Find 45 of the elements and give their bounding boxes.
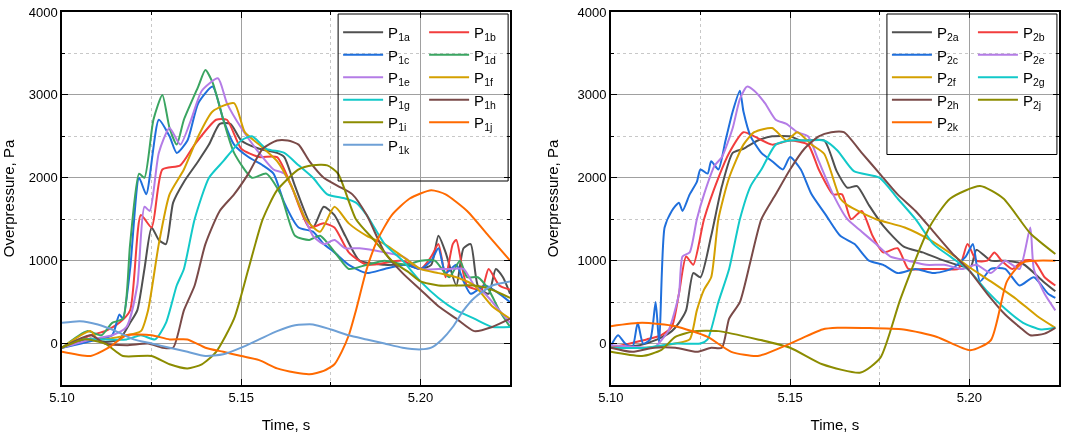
- legend-label: P$_{1j}$: [474, 114, 493, 134]
- y-tick-label: 4000: [28, 4, 58, 20]
- y-tick-label: 4000: [577, 4, 607, 20]
- line-series: [62, 280, 511, 358]
- x-tick-label: 5.15: [777, 390, 803, 406]
- y-tick-label: 1000: [28, 253, 58, 269]
- x-tick-label: 5.10: [598, 390, 624, 406]
- legend-label: P$_{1c}$: [388, 46, 410, 66]
- y-tick-label: 0: [599, 336, 607, 352]
- x-tick-label: 5.20: [956, 390, 982, 406]
- y-tick-label: 0: [50, 336, 58, 352]
- y-tick-label: 3000: [577, 87, 607, 103]
- x-tick-label: 5.10: [49, 390, 75, 406]
- x-tick-label: 5.20: [407, 390, 434, 406]
- legend-label: P$_{1f}$: [474, 69, 493, 89]
- x-axis-title: Time, s: [261, 415, 311, 433]
- line-series: [62, 163, 511, 370]
- legend-label: P$_{1k}$: [388, 136, 410, 156]
- legend-label: P$_{2b}$: [1022, 24, 1045, 44]
- legend-label: P$_{2a}$: [936, 24, 959, 44]
- y-axis-title: Overpressure, Pa: [544, 139, 562, 258]
- legend-label: P$_{2k}$: [936, 114, 959, 134]
- legend-label: P$_{1e}$: [388, 69, 410, 89]
- line-series: [62, 189, 511, 376]
- legend-label: P$_{2c}$: [936, 46, 959, 66]
- legend-label: P$_{2j}$: [1022, 91, 1042, 111]
- legend-label: P$_{1b}$: [474, 24, 496, 44]
- y-tick-label: 2000: [28, 170, 58, 186]
- x-axis-title: Time, s: [810, 415, 860, 433]
- legend-label: P$_{1a}$: [388, 24, 410, 44]
- x-tick-label: 5.15: [228, 390, 254, 406]
- legend-label: P$_{2h}$: [936, 91, 959, 111]
- legend-label: P$_{2f}$: [936, 69, 956, 89]
- y-tick-label: 1000: [577, 253, 607, 269]
- legend-label: P$_{1d}$: [474, 46, 496, 66]
- line-series: [610, 185, 1057, 374]
- y-tick-label: 3000: [28, 87, 58, 103]
- y-tick-label: 2000: [577, 170, 607, 186]
- legend-label: P$_{1i}$: [388, 114, 407, 134]
- y-axis-title: Overpressure, Pa: [0, 139, 17, 258]
- line-series: [610, 259, 1057, 358]
- legend-label: P$_{2e}$: [1022, 46, 1045, 66]
- legend-label: P$_{2g}$: [1022, 69, 1045, 89]
- legend-label: P$_{1h}$: [474, 91, 496, 111]
- legend-label: P$_{1g}$: [388, 91, 410, 111]
